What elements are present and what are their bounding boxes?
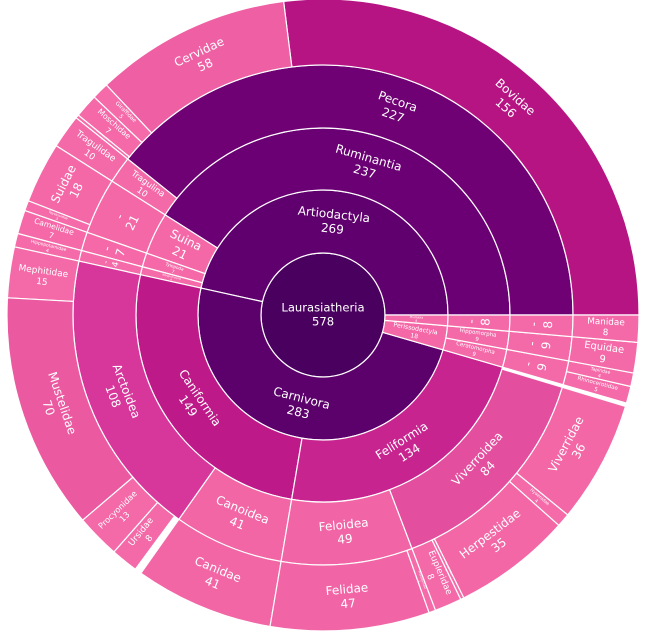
sector-value: 5 (593, 387, 598, 394)
sector-value: 7 (113, 247, 129, 258)
sector-value: 5 (117, 114, 124, 121)
sector-label: -8 (464, 318, 493, 326)
sector-value: 237 (352, 162, 378, 182)
sector-value: 9 (599, 354, 607, 366)
sector-value: 8 (144, 533, 156, 544)
sector-value: 7 (171, 269, 176, 276)
sector-name: Nandiniidae (444, 561, 454, 577)
sector-value: 4 (533, 498, 539, 505)
sector-value: 41 (227, 514, 246, 533)
sector-value: 9 (471, 351, 476, 358)
sector-value: 2 (417, 580, 421, 583)
sector-value: 36 (569, 441, 589, 461)
sector-value: 58 (195, 55, 215, 74)
sector-label: -4 (100, 259, 121, 269)
sector-value: 18 (410, 332, 419, 340)
sector-label: -7 (100, 244, 129, 258)
sector-value: 47 (340, 596, 356, 611)
sector-name: - (521, 360, 536, 367)
sector-value: 49 (337, 531, 354, 546)
sector-value: 70 (39, 398, 57, 417)
sector-label: -9 (525, 340, 554, 350)
sector-value: 8 (424, 573, 436, 582)
sector-name: - (464, 319, 478, 324)
sector-value: 9 (534, 362, 549, 373)
sector-label: -8 (527, 321, 556, 329)
sector-value: 21 (123, 213, 142, 233)
sector-name: Laurasiatheria (281, 301, 364, 315)
sector-value: 15 (35, 277, 48, 288)
sector-value: 4 (597, 373, 601, 379)
sector (113, 501, 176, 571)
sector-name: Manidae (587, 317, 625, 329)
sector-value: 8 (478, 318, 492, 326)
sector-name: Tayassuidae (47, 210, 68, 221)
sector-value: 8 (541, 321, 555, 329)
sector-label: -21 (112, 211, 142, 233)
sector-name: - (525, 340, 539, 346)
sector-name: - (527, 322, 541, 327)
sector-name: Equidae (583, 340, 624, 356)
sector-value: 3 (55, 217, 58, 221)
sector-label: -9 (521, 360, 550, 373)
sector-value: 283 (285, 402, 311, 421)
sector-value: 1 (100, 136, 104, 140)
sector-value: 8 (602, 328, 608, 338)
sector (571, 314, 640, 344)
sector-value: 578 (312, 314, 334, 328)
sector-value: 41 (203, 573, 222, 592)
sector-value: 9 (539, 341, 554, 350)
sector-value: 4 (170, 277, 173, 281)
sector-name: Hippomorpha (459, 328, 497, 339)
sector-name: - (112, 211, 126, 221)
sector-value: 4 (45, 248, 49, 255)
sector-value: 269 (320, 221, 344, 237)
sector-name: Whippomorpha (162, 272, 182, 281)
sector-name: Felidae (325, 580, 369, 598)
sector-value: 7 (103, 126, 113, 136)
sector-value: 9 (475, 337, 480, 343)
sector-name: - (100, 259, 110, 264)
sector-value: 4 (110, 261, 121, 269)
sector-value: 21 (170, 243, 190, 262)
sector-value: 8 (415, 319, 417, 323)
sector-value: 7 (48, 231, 55, 241)
sectors (6, 0, 640, 631)
sector-name: Tapiridae (589, 366, 611, 376)
sector-value: 1 (444, 568, 448, 572)
sector-name: Feloidea (318, 515, 369, 534)
sector-name: Prionodontidae (417, 570, 427, 590)
sector-value: 18 (67, 181, 86, 201)
sector-name: Tylopoda (164, 261, 185, 273)
sector-name: Pholidota (410, 315, 424, 320)
sector-name: - (100, 244, 115, 252)
sector (515, 386, 627, 516)
